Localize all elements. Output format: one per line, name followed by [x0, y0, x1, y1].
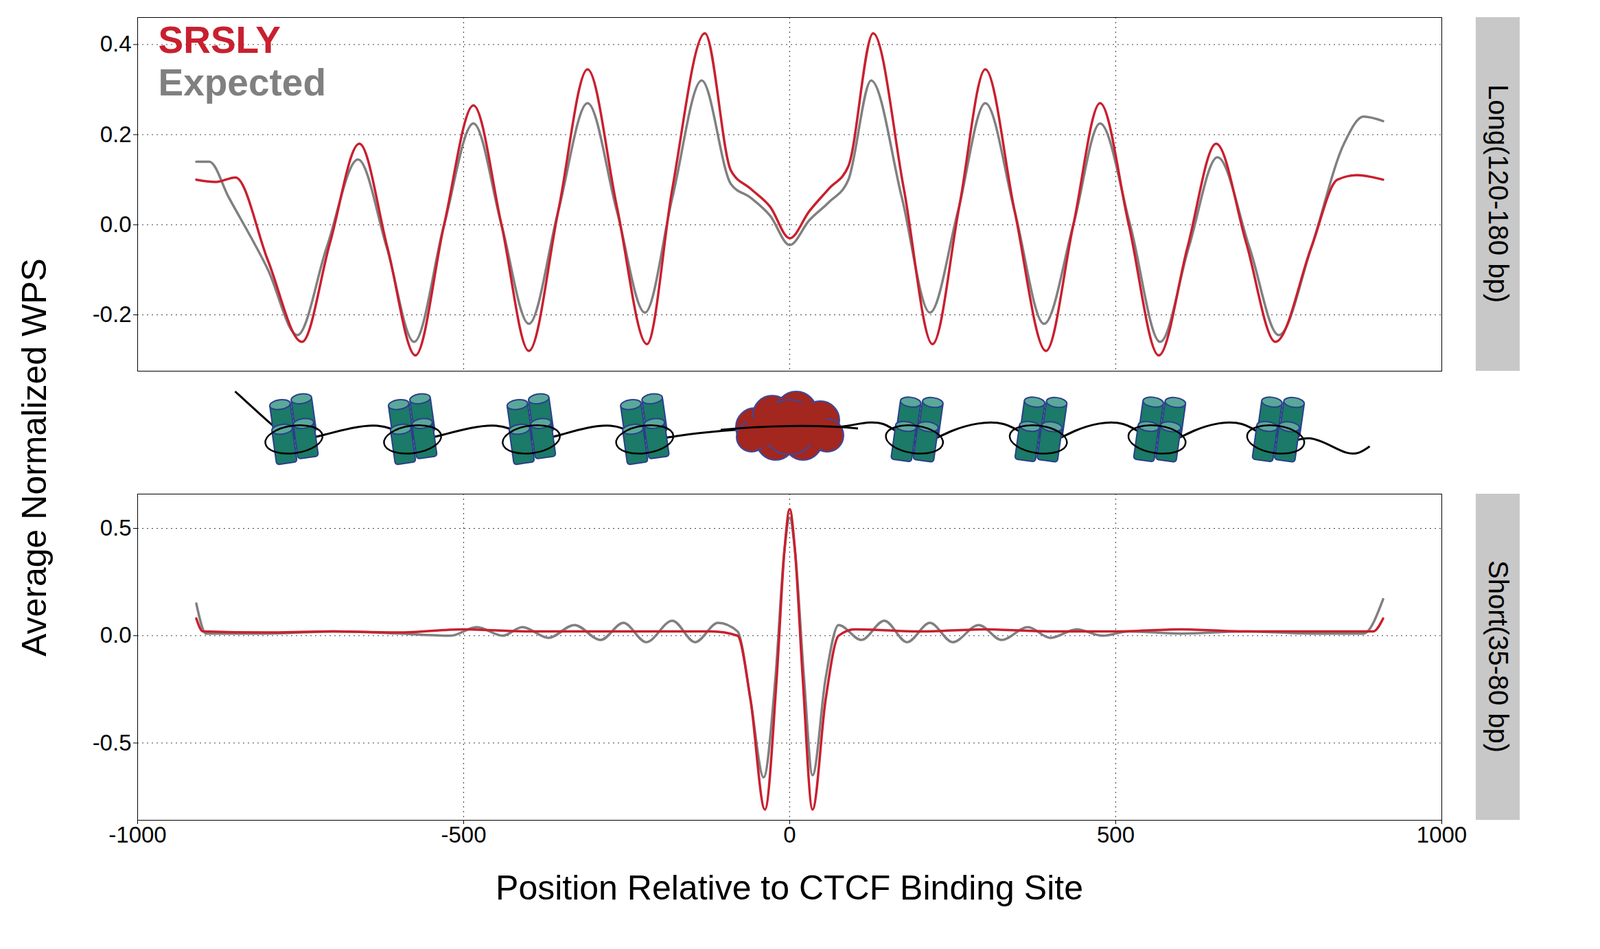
- svg-text:-0.2: -0.2: [92, 301, 132, 327]
- html-text:Short(35-80 bp): Short(35-80 bp): [1482, 560, 1514, 753]
- svg-text:500: 500: [1096, 821, 1135, 848]
- html-text:Position Relative to CTCF Bind: Position Relative to CTCF Binding Site: [495, 868, 1084, 907]
- svg-text:0.5: 0.5: [100, 514, 132, 541]
- svg-text:-0.5: -0.5: [92, 729, 132, 756]
- html-text:Long(120-180 bp): Long(120-180 bp): [1482, 84, 1514, 304]
- svg-text:0.0: 0.0: [100, 211, 132, 237]
- svg-text:0.4: 0.4: [100, 30, 132, 57]
- svg-text:-1000: -1000: [108, 821, 167, 848]
- svg-text:1000: 1000: [1416, 821, 1467, 848]
- svg-text:0.0: 0.0: [100, 621, 132, 648]
- svg-text:0: 0: [783, 821, 796, 848]
- svg-text:Expected: Expected: [158, 61, 327, 104]
- html-text:Average Normalized WPS: Average Normalized WPS: [15, 258, 54, 657]
- svg-text:0.2: 0.2: [100, 121, 132, 147]
- svg-text:-500: -500: [440, 821, 486, 848]
- svg-text:SRSLY: SRSLY: [158, 18, 281, 62]
